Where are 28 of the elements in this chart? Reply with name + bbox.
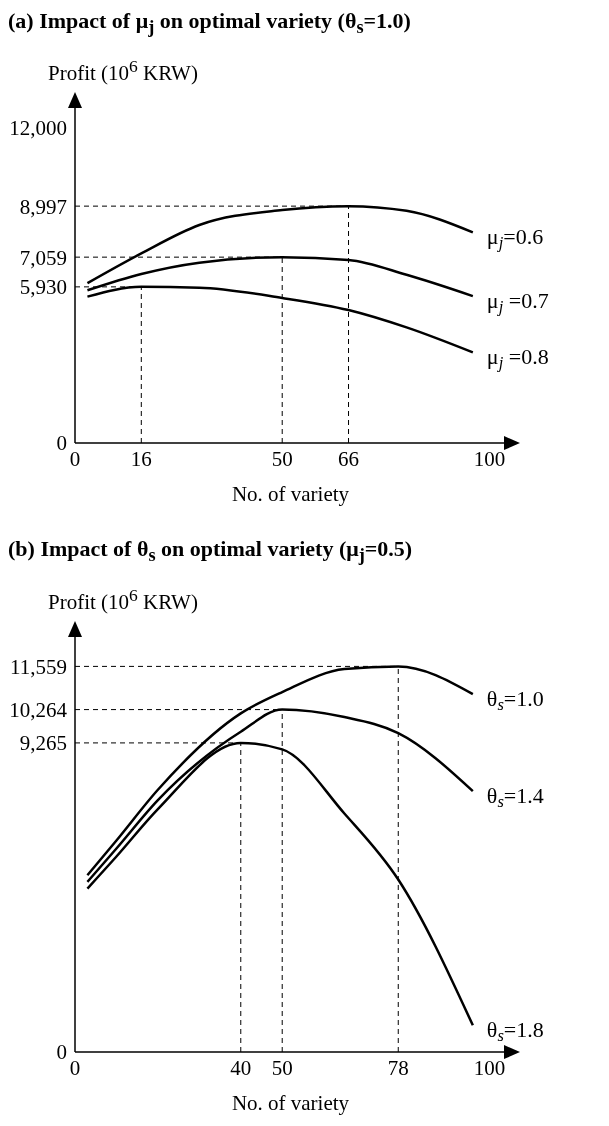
series-label: θ$_{s}$=1.0: [486, 685, 544, 715]
chart-title: (a) Impact of μ$_{j}$ on optimal variety (θ$_{s}$=1.0): [8, 8, 412, 39]
series-label: μ$_{j}$ =0.8: [486, 344, 549, 374]
y-tick-label: 5,930: [19, 275, 67, 300]
y-tick-label: 10,264: [9, 697, 68, 722]
x-tick-label: 50: [271, 447, 293, 472]
x-tick-label: 40: [230, 1055, 252, 1080]
x-axis-title: No. of variety: [231, 1090, 350, 1115]
y-tick-label: 7,059: [19, 246, 67, 270]
series-label: μ$_{j}$=0.6: [486, 224, 544, 254]
x-tick-label: 66: [338, 447, 360, 472]
y-axis-title: Profit (10$^{6}$ KRW): [48, 56, 199, 87]
series-label: θ$_{s}$=1.8: [486, 1017, 544, 1046]
y-tick-label: 12,000: [9, 115, 67, 140]
y-tick-label: 9,265: [19, 731, 67, 756]
series-label: μ$_{j}$ =0.7: [486, 288, 549, 317]
y-tick-label: 8,997: [19, 194, 67, 219]
x-tick-label: 100: [473, 1055, 506, 1080]
y-tick-label: 0: [56, 431, 67, 456]
y-axis-title: Profit (10$^{6}$ KRW): [48, 584, 199, 615]
x-tick-label: 16: [130, 447, 152, 472]
series-label: θ$_{s}$=1.4: [486, 782, 544, 812]
x-axis-title: No. of variety: [231, 482, 350, 507]
x-tick-label: 100: [473, 447, 506, 472]
x-tick-label: 50: [271, 1055, 293, 1080]
y-tick-label: 11,559: [10, 654, 67, 679]
x-tick-label: 78: [387, 1055, 409, 1080]
chart-title: (b) Impact of θ$_{s}$ on optimal variety (μ$_{j}$=0.5): [8, 536, 414, 567]
